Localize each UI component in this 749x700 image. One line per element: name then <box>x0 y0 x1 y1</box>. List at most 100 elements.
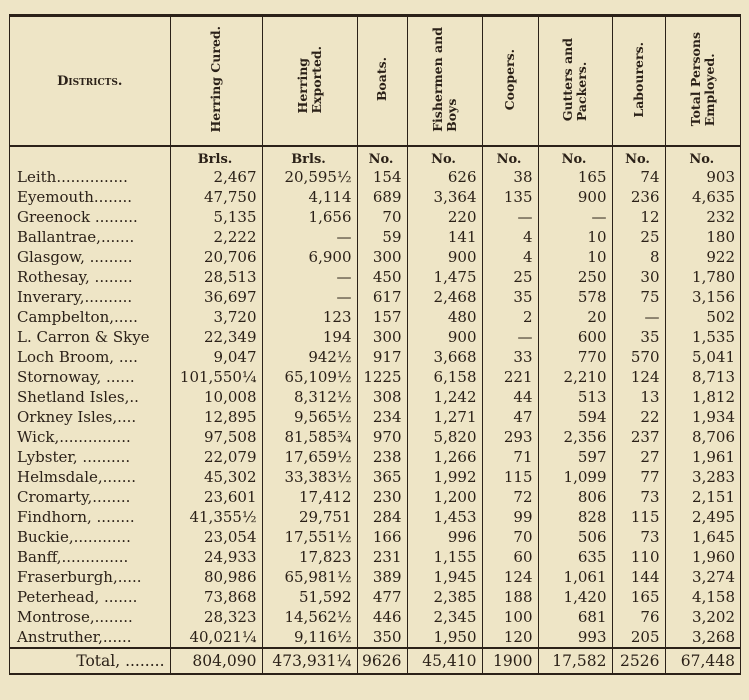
cell-labourers: 165 <box>611 587 665 607</box>
cell-herring-exported: 14,562½ <box>261 607 357 627</box>
district-name: Glasgow, ......... <box>17 248 133 266</box>
cell-total-persons-employed: 1,812 <box>664 387 740 407</box>
cell-total-persons-employed: No. <box>664 146 740 167</box>
cell-herring-cured: 2,222 <box>169 227 262 247</box>
cell-boats: 477 <box>356 587 407 607</box>
cell-coopers: No. <box>481 146 538 167</box>
cell-fishermen-and-boys: 1,271 <box>406 407 482 427</box>
district-name: L. Carron & Skye <box>17 328 150 346</box>
cell-total-persons-employed: 502 <box>664 307 740 327</box>
district-name: Lybster, .......... <box>17 448 131 466</box>
cell-labourers: 205 <box>611 627 665 648</box>
column-header-fishermen-and-boys: Fishermen and Boys <box>406 17 482 147</box>
cell-herring-exported: 6,900 <box>261 247 357 267</box>
column-header-districts: Districts. <box>10 17 170 147</box>
cell-gutters-and-packers: 806 <box>537 487 612 507</box>
cell-herring-cured: 28,323 <box>169 607 262 627</box>
table-row: Inverary,.......... 36,697—617 2,468 35 578 7… <box>10 287 740 307</box>
district-name: Montrose,........ <box>17 608 133 626</box>
cell-herring-exported: 123 <box>261 307 357 327</box>
cell-herring-cured: 23,601 <box>169 487 262 507</box>
cell-boats: 300 <box>356 327 407 347</box>
herring-districts-table-frame: Districts. Herring Cured. Herring Exported… <box>9 14 741 675</box>
cell-herring-cured: 3,720 <box>169 307 262 327</box>
cell-herring-exported: 9,116½ <box>261 627 357 648</box>
table-row: Greenock ......... 5,135 1,656 70 220— —12 232 <box>10 207 740 227</box>
cell-labourers: 110 <box>611 547 665 567</box>
district-name: Wick,............... <box>17 428 131 446</box>
column-header-label: Herring Cured. <box>208 26 223 133</box>
cell-gutters-and-packers: — <box>537 207 612 227</box>
cell-herring-exported: 17,659½ <box>261 447 357 467</box>
cell-coopers: 2 <box>481 307 538 327</box>
cell-coopers: 100 <box>481 607 538 627</box>
cell-total-persons-employed: 3,274 <box>664 567 740 587</box>
table-row: Fraserburgh,..... 80,986 65,981½ 389 1,945 12… <box>10 567 740 587</box>
cell-herring-exported: 65,109½ <box>261 367 357 387</box>
cell-herring-cured: 20,706 <box>169 247 262 267</box>
district-name: Leith............... <box>17 168 128 186</box>
cell-herring-exported: 17,412 <box>261 487 357 507</box>
cell-total-persons-employed: 903 <box>664 167 740 187</box>
column-header-label: Total Persons Employed. <box>687 32 717 127</box>
cell-herring-exported: 51,592 <box>261 587 357 607</box>
column-header-herring-exported: Herring Exported. <box>261 17 357 147</box>
cell-coopers: 221 <box>481 367 538 387</box>
column-header-labourers: Labourers. <box>611 17 665 147</box>
cell-herring-exported: — <box>261 227 357 247</box>
column-header-label: Herring Exported. <box>294 45 324 114</box>
table-row: Glasgow, ......... 20,706 6,900 300 900 4 10 8 9… <box>10 247 740 267</box>
cell-total-persons-employed: 2,495 <box>664 507 740 527</box>
table-row: Banff,.............. 24,933 17,823 231 1,155… <box>10 547 740 567</box>
cell-boats: 1225 <box>356 367 407 387</box>
cell-labourers: 115 <box>611 507 665 527</box>
cell-boats: 234 <box>356 407 407 427</box>
cell-gutters-and-packers: 635 <box>537 547 612 567</box>
cell-fishermen-and-boys: 1,945 <box>406 567 482 587</box>
cell-fishermen-and-boys: 2,468 <box>406 287 482 307</box>
cell-herring-exported: 194 <box>261 327 357 347</box>
cell-fishermen-and-boys: 2,385 <box>406 587 482 607</box>
cell-fishermen-and-boys: 3,668 <box>406 347 482 367</box>
cell-boats: 238 <box>356 447 407 467</box>
cell-total-persons-employed: 1,645 <box>664 527 740 547</box>
cell-total-persons-employed: 8,713 <box>664 367 740 387</box>
district-name: Stornoway, ...... <box>17 368 135 386</box>
cell-herring-cured: 5,135 <box>169 207 262 227</box>
cell-herring-cured: 804,090 <box>169 647 262 673</box>
cell-labourers: 124 <box>611 367 665 387</box>
district-name: Banff,.............. <box>17 548 129 566</box>
cell-herring-exported: 65,981½ <box>261 567 357 587</box>
cell-herring-exported: 29,751 <box>261 507 357 527</box>
cell-herring-exported: 17,823 <box>261 547 357 567</box>
cell-gutters-and-packers: 600 <box>537 327 612 347</box>
cell-labourers: 77 <box>611 467 665 487</box>
district-name: Loch Broom, .... <box>17 348 138 366</box>
cell-coopers: 47 <box>481 407 538 427</box>
cell-herring-cured: 73,868 <box>169 587 262 607</box>
column-header-total-persons-employed: Total Persons Employed. <box>664 17 740 147</box>
cell-fishermen-and-boys: 1,992 <box>406 467 482 487</box>
column-header-label: Gutters and Packers. <box>560 37 589 122</box>
cell-boats: 917 <box>356 347 407 367</box>
cell-total-persons-employed: 3,268 <box>664 627 740 648</box>
cell-gutters-and-packers: 2,210 <box>537 367 612 387</box>
cell-total-persons-employed: 1,960 <box>664 547 740 567</box>
cell-labourers: 22 <box>611 407 665 427</box>
column-header-gutters-and-packers: Gutters and Packers. <box>537 17 612 147</box>
cell-labourers: 35 <box>611 327 665 347</box>
table-row: Buckie,............ 23,054 17,551½ 166 996 70… <box>10 527 740 547</box>
table-row: Peterhead, ....... 73,868 51,592 477 2,385 18… <box>10 587 740 607</box>
district-name: Greenock ......... <box>17 208 138 226</box>
cell-boats: 154 <box>356 167 407 187</box>
table-row: Shetland Isles,.. 10,008 8,312½ 308 1,242 44 5… <box>10 387 740 407</box>
cell-gutters-and-packers: 513 <box>537 387 612 407</box>
cell-fishermen-and-boys: 1,155 <box>406 547 482 567</box>
cell-gutters-and-packers: 165 <box>537 167 612 187</box>
cell-herring-cured: 41,355½ <box>169 507 262 527</box>
cell-boats: 308 <box>356 387 407 407</box>
cell-herring-cured: 47,750 <box>169 187 262 207</box>
cell-gutters-and-packers: 770 <box>537 347 612 367</box>
cell-herring-cured: 10,008 <box>169 387 262 407</box>
cell-fishermen-and-boys: No. <box>406 146 482 167</box>
